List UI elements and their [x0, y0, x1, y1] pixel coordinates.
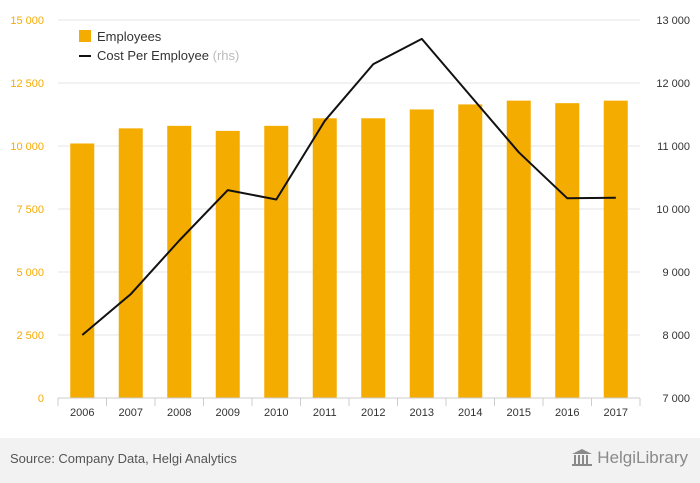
x-axis-tick-label: 2006 — [70, 407, 94, 419]
legend: Employees Cost Per Employee (rhs) — [79, 29, 239, 63]
legend-label-cost-name: Cost Per Employee — [97, 48, 209, 63]
combo-chart: 0 2 500 5 000 7 500 10 000 12 500 15 000 7 000 8… — [10, 15, 690, 419]
x-axis-tick-label: 2014 — [458, 407, 482, 419]
employee-bar — [361, 118, 386, 398]
x-axis-tick-label: 2016 — [555, 407, 579, 419]
x-axis-tick-label: 2012 — [361, 407, 385, 419]
y-left-tick-label: 12 500 — [10, 78, 44, 90]
x-axis-tick-label: 2008 — [167, 407, 191, 419]
x-axis-tick-label: 2009 — [216, 407, 240, 419]
x-axis-tick-label: 2015 — [507, 407, 531, 419]
x-axis-tick-label: 2017 — [604, 407, 628, 419]
library-building-icon — [572, 449, 593, 466]
y-right-tick-label: 7 000 — [662, 393, 690, 405]
gridlines — [58, 19, 640, 336]
x-axis-tick-label: 2010 — [264, 407, 288, 419]
y-left-tick-label: 7 500 — [16, 204, 44, 216]
axes: 0 2 500 5 000 7 500 10 000 12 500 15 000 7 000 8… — [10, 15, 690, 419]
employee-bar — [215, 130, 240, 398]
y-right-tick-label: 11 000 — [657, 141, 690, 153]
cost-per-employee-line — [81, 37, 616, 336]
employee-bars — [70, 100, 628, 399]
employee-bar — [70, 143, 95, 398]
employee-bar — [312, 118, 337, 398]
y-right-tick-label: 13 000 — [656, 15, 690, 27]
x-axis-tick-label: 2007 — [119, 407, 143, 419]
cost-line-layer — [81, 37, 616, 336]
legend-label-rhs: (rhs) — [213, 48, 240, 63]
employee-bar — [118, 128, 143, 399]
y-left-tick-label: 15 000 — [10, 15, 44, 27]
legend-label-cost-per-employee: Cost Per Employee (rhs) — [97, 48, 239, 63]
source-note: Source: Company Data, Helgi Analytics — [10, 451, 237, 466]
y-right-tick-label: 10 000 — [656, 204, 690, 216]
employee-bar — [167, 125, 192, 398]
y-right-tick-label: 12 000 — [656, 78, 690, 90]
employee-bar — [409, 109, 434, 399]
employee-bar — [555, 103, 580, 398]
y-right-tick-label: 8 000 — [662, 330, 690, 342]
logo-text: HelgiLibrary — [597, 448, 688, 467]
y-left-tick-label: 2 500 — [16, 330, 44, 342]
y-left-tick-label: 0 — [38, 393, 44, 405]
employee-bar — [506, 100, 531, 398]
employee-bar — [264, 125, 289, 398]
legend-label-employees: Employees — [97, 29, 162, 44]
x-axis-tick-label: 2011 — [313, 407, 337, 419]
employee-bar — [458, 104, 483, 399]
x-axis-tick-label: 2013 — [410, 407, 434, 419]
helgi-library-logo[interactable]: HelgiLibrary — [571, 448, 688, 468]
y-right-tick-label: 9 000 — [662, 267, 690, 279]
legend-swatch-employees — [79, 30, 91, 42]
employee-bar — [603, 100, 628, 398]
y-left-tick-label: 5 000 — [16, 267, 44, 279]
y-left-tick-label: 10 000 — [10, 141, 44, 153]
